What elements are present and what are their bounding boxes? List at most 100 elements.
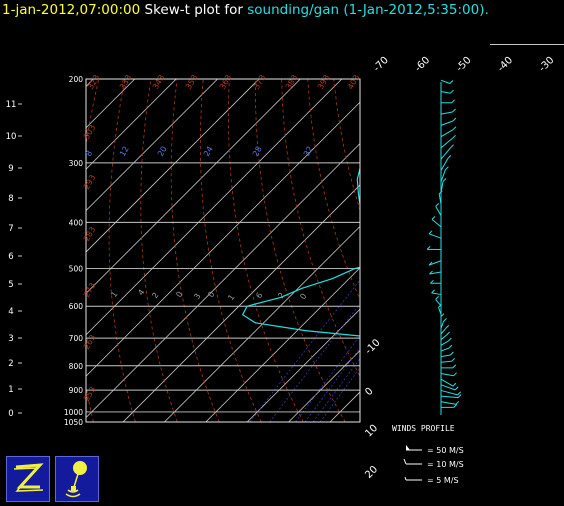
wind-barb [440, 378, 454, 387]
wind-barb [440, 129, 454, 138]
wind-barb [440, 158, 449, 171]
wind-barb [440, 395, 459, 399]
dry-adiabat-line [255, 79, 346, 422]
dry-adiabat-label: 263 [82, 333, 97, 351]
legend-item-text: = 10 M/S [427, 460, 464, 469]
wind-barb [440, 181, 444, 194]
mixing-ratio-line [269, 303, 360, 422]
wind-barb-flag [446, 331, 450, 336]
wind-barb [431, 292, 442, 296]
temperature-right-label: 20 [363, 464, 380, 481]
wind-barb-flag [445, 166, 449, 171]
temperature-top-label: -40 [496, 55, 515, 74]
moist-adiabat-line [490, 79, 550, 422]
dewpoint-profile [241, 166, 360, 337]
mixing-ratio-line [304, 347, 360, 422]
wind-barb [435, 299, 442, 307]
temperature-right-label: 10 [363, 423, 380, 440]
isotherm-line [496, 79, 564, 422]
mixing-ratio-label: 20 [156, 145, 169, 158]
height-tick-label: 4 [8, 307, 13, 317]
pressure-tick-label: 700 [69, 334, 84, 343]
wind-barb-flag [435, 203, 440, 207]
isotherm-line [413, 79, 564, 422]
height-tick-label: 10 [6, 132, 17, 142]
wind-barb [438, 307, 442, 315]
temperature-top-label: -50 [454, 55, 473, 74]
isotherm-line [86, 101, 360, 377]
lower-mixing-label: 0 [206, 290, 216, 299]
wind-barb [440, 111, 453, 115]
wind-barb [440, 137, 453, 149]
pressure-tick-label: 500 [69, 265, 84, 274]
wind-barb-flag [450, 89, 454, 94]
height-tick-label: 9 [8, 164, 13, 174]
wind-barb-flag [454, 386, 459, 391]
wind-barb-flag [452, 126, 457, 131]
wind-barb [440, 401, 456, 405]
mixing-ratio-label: 32 [302, 145, 315, 158]
lower-mixing-label: 4 [136, 288, 146, 297]
wind-barb-flag [450, 351, 454, 356]
mixing-ratio-label: 28 [251, 145, 264, 158]
isotherm-line [86, 79, 218, 212]
dry-adiabat-label: 293 [82, 173, 97, 191]
wind-barb-flag [426, 246, 431, 250]
dry-adiabat-label: 303 [82, 123, 97, 141]
wind-barb [440, 120, 454, 126]
mixing-ratio-label: 8 [84, 149, 94, 158]
title-time-paren: (1-Jan-2012,5:35:00). [343, 2, 489, 18]
dry-adiabat-line [227, 79, 304, 422]
wind-barb-flag [455, 400, 460, 405]
temperature-top-label: -70 [372, 55, 391, 74]
wind-barb-flag [452, 382, 457, 387]
lower-mixing-label: 0 [174, 290, 184, 299]
legend-item-text: = 5 M/S [427, 476, 459, 485]
pressure-tick-label: 900 [69, 386, 84, 395]
temperature-right-label: 0 [363, 386, 375, 398]
pressure-tick-label: 400 [69, 218, 84, 227]
moist-adiabat-label: 373 [252, 73, 267, 91]
zebra-z-icon [13, 463, 44, 492]
dry-adiabat-line [170, 79, 220, 422]
wind-barb-flag [440, 313, 445, 317]
wind-barb [440, 360, 452, 363]
moist-adiabat-label: 323 [86, 73, 101, 91]
plot-title: 1-jan-2012,07:00:00 Skew-t plot for soun… [2, 2, 489, 18]
wind-barb [440, 373, 454, 377]
wind-barb [440, 334, 447, 341]
moist-adiabat-line [520, 79, 564, 422]
temperature-top-label: -30 [537, 55, 556, 74]
height-tick-label: 6 [8, 252, 13, 262]
wind-barb [440, 169, 446, 182]
mixing-ratio-line [249, 279, 360, 422]
plot-frame [85, 78, 361, 423]
wind-barb [440, 321, 444, 329]
wind-barb-flag [431, 216, 436, 220]
wind-barb-flag [451, 357, 455, 362]
wind-barb-flag [448, 344, 453, 349]
wind-barb [438, 193, 442, 205]
moist-adiabat-label: 333 [118, 73, 133, 91]
height-tick-label: 7 [8, 224, 13, 234]
wind-barb [440, 354, 451, 358]
wind-barb-flag [431, 289, 435, 294]
wind-barb [440, 384, 456, 391]
wind-barb-flag [428, 261, 433, 266]
wind-barb [431, 219, 442, 228]
plot-area [86, 79, 564, 422]
moist-adiabat-label: 363 [218, 73, 233, 91]
wind-barb [440, 328, 447, 335]
mixing-ratio-label: 24 [202, 145, 215, 158]
wind-barb [428, 233, 442, 239]
wind-barb-flag [443, 318, 447, 322]
wind-barb-flag [428, 230, 433, 235]
lower-mixing-label: 2 [276, 291, 286, 300]
moist-adiabat-line [549, 79, 564, 422]
isotherm-line [86, 79, 301, 294]
mixing-ratio-label: 12 [118, 145, 131, 158]
wind-barb-flag [453, 404, 458, 408]
legend-pennant [406, 445, 410, 450]
title-plot-label: Skew-t plot for [144, 2, 243, 18]
lower-mixing-label: 3 [192, 292, 202, 301]
